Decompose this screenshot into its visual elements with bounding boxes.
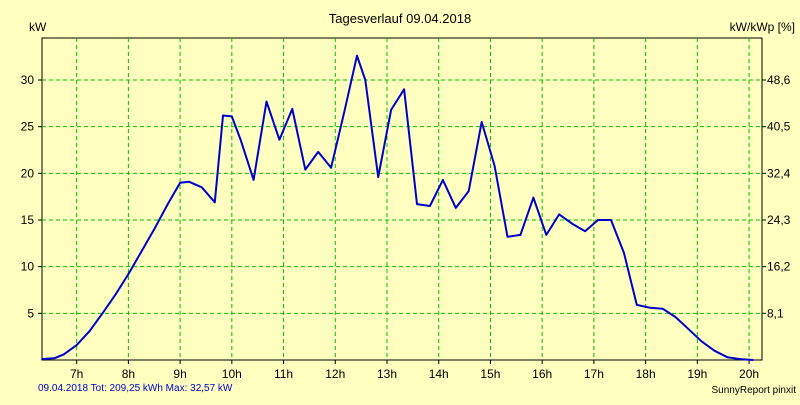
- data-point: [239, 138, 242, 141]
- data-point: [752, 359, 755, 361]
- data-point: [584, 230, 586, 232]
- y-right-tick-label: 40,5: [767, 120, 791, 134]
- data-point: [265, 100, 268, 103]
- data-point: [153, 228, 156, 231]
- summary-text: 09.04.2018 Tot: 209,25 kWh Max: 32,57 kW: [38, 383, 233, 394]
- data-point: [222, 114, 224, 117]
- data-point: [739, 358, 742, 360]
- data-point: [291, 108, 294, 110]
- x-tick-label: 10h: [222, 367, 242, 381]
- data-point: [687, 328, 690, 331]
- axis-ticks: 7h 8h 9h 10h 11h 12h 13h 14h 15h 16h 17h 18h 19h 20h 5…: [21, 73, 791, 381]
- x-tick-label: 19h: [687, 367, 707, 381]
- data-point: [140, 250, 143, 253]
- data-point: [532, 196, 535, 199]
- data-point: [610, 219, 612, 221]
- y-axis-right-label: kW/kWp [%]: [729, 20, 795, 34]
- data-point: [213, 201, 216, 204]
- data-point: [429, 205, 431, 207]
- data-point: [88, 330, 91, 332]
- data-point: [114, 293, 117, 296]
- data-point: [62, 353, 65, 356]
- data-point: [390, 109, 392, 111]
- data-point: [166, 204, 168, 206]
- data-point: [558, 213, 561, 216]
- data-point: [364, 79, 367, 81]
- y-left-tick-label: 20: [21, 166, 35, 180]
- data-point: [636, 304, 638, 306]
- data-point: [127, 273, 130, 275]
- brand-text: SunnyReport pinxit: [711, 385, 797, 396]
- data-point: [75, 344, 78, 346]
- y-left-tick-label: 10: [21, 260, 35, 274]
- series-layer: [41, 54, 755, 361]
- data-point: [54, 357, 56, 359]
- y-left-tick-label: 25: [21, 120, 35, 134]
- data-point: [356, 54, 358, 57]
- data-point: [571, 222, 573, 225]
- data-point: [317, 151, 320, 153]
- data-point: [101, 312, 104, 315]
- data-point: [231, 115, 233, 118]
- data-point: [442, 179, 444, 181]
- x-tick-label: 20h: [739, 367, 759, 381]
- x-tick-label: 9h: [173, 367, 186, 381]
- y-axis-left-label: kW: [29, 20, 47, 34]
- data-point: [252, 179, 255, 181]
- data-point: [467, 190, 470, 192]
- data-point: [674, 316, 677, 318]
- x-tick-label: 11h: [274, 367, 293, 381]
- data-point: [480, 121, 483, 123]
- data-point: [377, 176, 380, 178]
- y-right-tick-label: 8,1: [767, 306, 784, 320]
- y-right-tick-label: 32,4: [767, 166, 791, 180]
- data-point: [506, 236, 509, 238]
- data-point: [403, 88, 405, 91]
- data-point: [713, 349, 716, 352]
- data-point: [330, 166, 332, 169]
- data-point: [648, 306, 651, 309]
- data-point: [304, 168, 307, 171]
- data-point: [726, 356, 729, 359]
- data-point: [454, 207, 457, 209]
- data-point: [661, 307, 664, 310]
- x-tick-label: 18h: [636, 367, 656, 381]
- data-point: [519, 234, 522, 236]
- data-point: [278, 138, 281, 141]
- x-tick-label: 16h: [532, 367, 552, 381]
- y-right-tick-label: 24,3: [767, 213, 791, 227]
- x-tick-label: 12h: [325, 367, 345, 381]
- data-point: [597, 219, 599, 221]
- y-left-tick-label: 15: [21, 213, 35, 227]
- data-point: [623, 251, 625, 254]
- grid-lines: [42, 38, 762, 360]
- data-point: [700, 340, 703, 343]
- y-right-tick-label: 48,6: [767, 73, 791, 87]
- data-point: [41, 358, 43, 360]
- data-point: [179, 181, 181, 184]
- x-tick-label: 8h: [122, 367, 135, 381]
- data-point: [416, 203, 418, 205]
- power-series-line: [41, 54, 754, 361]
- data-point: [188, 180, 190, 183]
- x-tick-label: 14h: [429, 367, 449, 381]
- data-point: [493, 165, 496, 167]
- y-left-tick-label: 5: [27, 306, 34, 320]
- chart-title: Tagesverlauf 09.04.2018: [328, 11, 472, 26]
- x-tick-label: 7h: [70, 367, 83, 381]
- plot-area: [41, 37, 763, 361]
- data-point: [201, 186, 203, 189]
- y-left-tick-label: 30: [21, 73, 35, 87]
- x-tick-label: 13h: [377, 367, 397, 381]
- data-point: [545, 234, 548, 236]
- x-tick-label: 15h: [480, 367, 500, 381]
- data-point: [343, 111, 345, 114]
- x-tick-label: 17h: [584, 367, 604, 381]
- y-right-tick-label: 16,2: [767, 260, 791, 274]
